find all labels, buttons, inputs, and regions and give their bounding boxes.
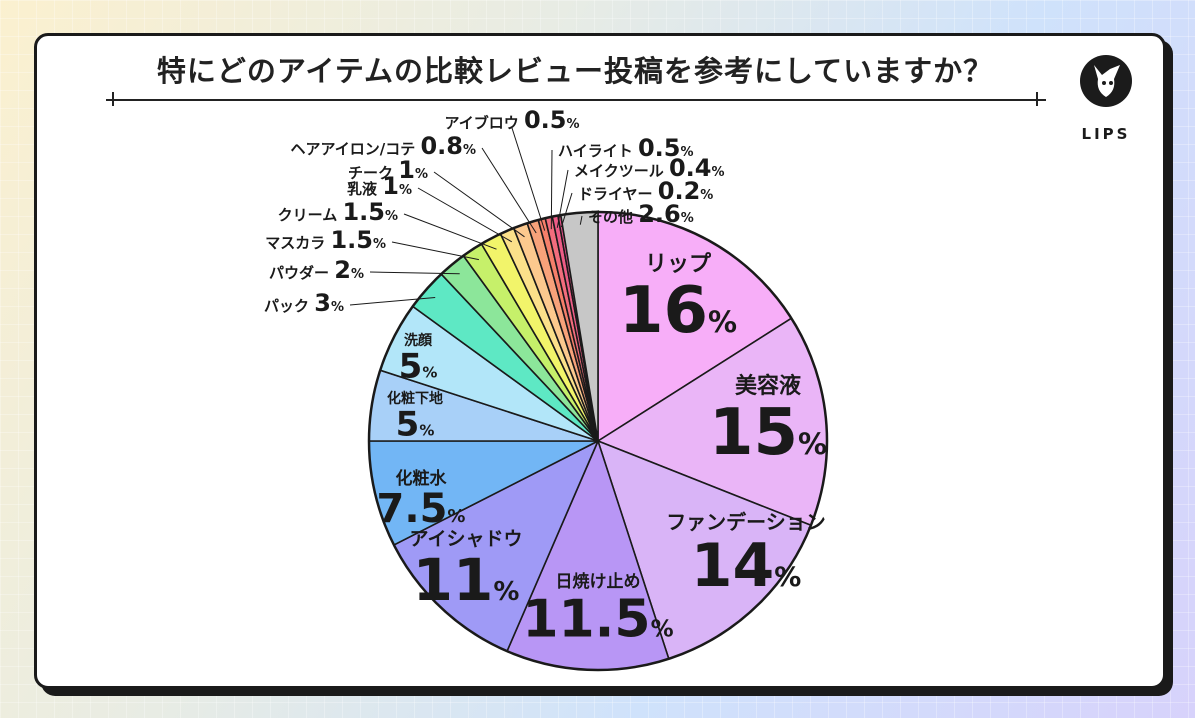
slice-callout-label: アイブロウ 0.5% [444, 106, 579, 134]
slice-callout-label: ハイライト 0.5% [558, 134, 693, 162]
slice-label: ファンデーション [666, 510, 826, 534]
leader-line [391, 241, 479, 261]
leader-line [349, 297, 436, 306]
leader-line [579, 215, 583, 225]
slice-label: 化粧下地 [387, 390, 443, 407]
slice-callout-label: その他 2.6% [588, 200, 694, 228]
slice-callout-label: 乳液 1% [347, 172, 412, 200]
slice-callout-label: ヘアアイロン/コテ 0.8% [291, 132, 477, 160]
title-rule-left-mark [112, 92, 114, 106]
logo-text: LIPS [1081, 125, 1131, 143]
slice-label: アイシャドウ [409, 528, 522, 550]
slice-label: 美容液 [735, 373, 801, 399]
slice-callout-label: パック 3% [264, 289, 344, 317]
leader-line [433, 171, 525, 238]
leader-line [417, 187, 513, 243]
slice-value: 7.5% [377, 486, 466, 532]
slice-value: 5% [396, 404, 435, 444]
title-underline [106, 99, 1046, 101]
leader-line [556, 169, 569, 228]
slice-value: 11.5% [522, 589, 673, 649]
title-rule-right-mark [1036, 92, 1038, 106]
slice-value: 16% [619, 274, 737, 348]
slice-callout-label: ドライヤー 0.2% [578, 177, 713, 205]
slice-callout-label: クリーム 1.5% [278, 198, 398, 226]
slice-label: 日焼け止め [556, 571, 641, 592]
slice-callout-label: チーク 1% [348, 156, 428, 184]
slice-label: 化粧水 [396, 468, 448, 489]
slice-label: リップ [645, 252, 712, 277]
slice-value: 15% [709, 396, 827, 470]
leader-line [481, 147, 537, 234]
pie-outline [367, 210, 829, 672]
slice-value: 5% [399, 346, 438, 386]
deer-icon [1080, 55, 1132, 107]
slice-label: 洗顔 [404, 332, 433, 349]
leader-line [560, 192, 573, 228]
slice-callout-label: パウダー 2% [269, 256, 364, 284]
slice-value: 14% [691, 531, 802, 601]
slice-callout-label: メイクツール 0.4% [574, 154, 724, 182]
slice-callout-label: マスカラ 1.5% [265, 226, 386, 254]
chart-title: 特にどのアイテムの比較レビュー投稿を参考にしていますか？ [156, 54, 994, 88]
leader-line [511, 127, 546, 231]
brand-logo: LIPS [1074, 55, 1138, 147]
slice-value: 11% [413, 546, 520, 614]
leader-line [369, 271, 460, 275]
leader-line [403, 213, 497, 250]
leader-line [550, 149, 553, 230]
